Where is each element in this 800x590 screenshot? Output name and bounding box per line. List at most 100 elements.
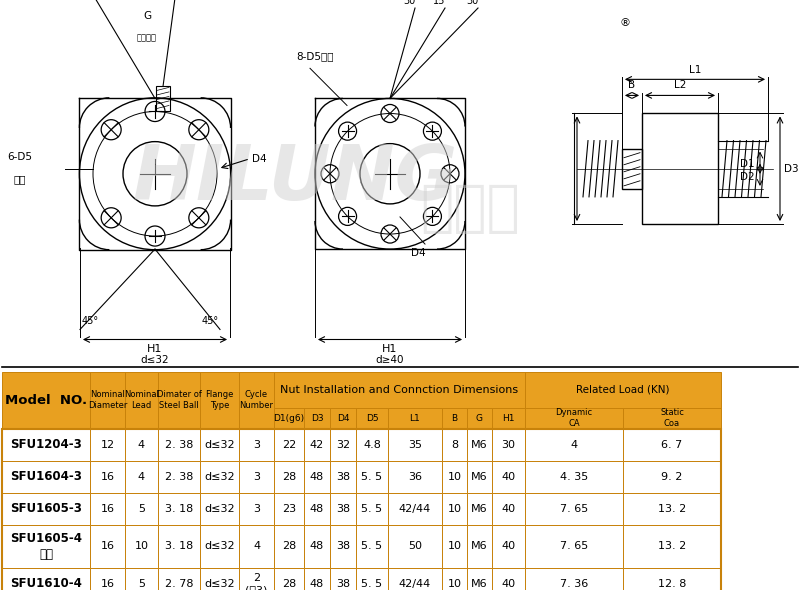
- Bar: [90, 525, 125, 568]
- Text: 4: 4: [253, 542, 260, 552]
- Bar: [525, 568, 623, 590]
- Text: 4: 4: [570, 440, 578, 450]
- Bar: [125, 568, 158, 590]
- Bar: [239, 372, 274, 429]
- Bar: [90, 493, 125, 525]
- Text: d≤32: d≤32: [204, 542, 235, 552]
- Text: SFU1605-4
腐型: SFU1605-4 腐型: [10, 532, 82, 561]
- Text: 40: 40: [502, 504, 515, 514]
- Bar: [304, 568, 330, 590]
- Text: H1: H1: [147, 343, 162, 353]
- Bar: [525, 429, 623, 461]
- Text: G: G: [476, 414, 483, 423]
- Bar: [200, 461, 239, 493]
- Bar: [442, 461, 467, 493]
- Text: 7. 65: 7. 65: [560, 542, 588, 552]
- Bar: [125, 525, 158, 568]
- Text: HILUNG: HILUNG: [132, 142, 458, 216]
- Bar: [492, 568, 525, 590]
- Text: d≤32: d≤32: [204, 472, 235, 482]
- Bar: [125, 461, 158, 493]
- Bar: [442, 429, 467, 461]
- Text: 16: 16: [101, 472, 114, 482]
- Bar: [158, 372, 200, 429]
- Text: 23: 23: [282, 504, 296, 514]
- Bar: [388, 493, 442, 525]
- Bar: [239, 429, 274, 461]
- Bar: [274, 568, 304, 590]
- Text: L1: L1: [689, 65, 701, 76]
- Text: 6-D5: 6-D5: [7, 152, 33, 162]
- Bar: [623, 568, 721, 590]
- Bar: [2, 461, 90, 493]
- Bar: [388, 525, 442, 568]
- Text: d≤32: d≤32: [204, 504, 235, 514]
- Bar: [388, 461, 442, 493]
- Text: 10: 10: [134, 542, 149, 552]
- Text: 16: 16: [101, 579, 114, 589]
- Text: 2
(或3): 2 (或3): [246, 573, 268, 590]
- Bar: [125, 493, 158, 525]
- Text: 35: 35: [408, 440, 422, 450]
- Text: H1: H1: [382, 343, 398, 353]
- Text: D4: D4: [410, 248, 426, 258]
- Text: 8-D5通孔: 8-D5通孔: [296, 51, 334, 61]
- Text: 36: 36: [408, 472, 422, 482]
- Text: 42/44: 42/44: [399, 504, 431, 514]
- Text: 4: 4: [138, 472, 145, 482]
- Text: 5. 5: 5. 5: [362, 542, 382, 552]
- Text: 5: 5: [138, 579, 145, 589]
- Bar: [200, 372, 239, 429]
- Text: 38: 38: [336, 579, 350, 589]
- Text: 13. 2: 13. 2: [658, 504, 686, 514]
- Bar: [356, 408, 388, 429]
- Bar: [2, 525, 90, 568]
- Text: 38: 38: [336, 504, 350, 514]
- Text: 9. 2: 9. 2: [662, 472, 682, 482]
- Text: 28: 28: [282, 472, 296, 482]
- Bar: [356, 568, 388, 590]
- Bar: [525, 461, 623, 493]
- Bar: [2, 429, 90, 461]
- Text: 13. 2: 13. 2: [658, 542, 686, 552]
- Bar: [356, 429, 388, 461]
- Text: 38: 38: [336, 542, 350, 552]
- Bar: [90, 372, 125, 429]
- Bar: [158, 429, 200, 461]
- Text: D3: D3: [310, 414, 323, 423]
- Bar: [125, 372, 158, 429]
- Text: M6: M6: [471, 579, 488, 589]
- Text: 48: 48: [310, 542, 324, 552]
- Text: 12: 12: [101, 440, 114, 450]
- Bar: [467, 493, 492, 525]
- Bar: [330, 525, 356, 568]
- Text: d≥40: d≥40: [376, 355, 404, 365]
- Bar: [525, 525, 623, 568]
- Text: M6: M6: [471, 440, 488, 450]
- Bar: [623, 493, 721, 525]
- Text: B: B: [629, 80, 635, 90]
- Bar: [125, 429, 158, 461]
- Text: 3: 3: [253, 504, 260, 514]
- Bar: [90, 429, 125, 461]
- Bar: [492, 461, 525, 493]
- Bar: [622, 149, 642, 189]
- Text: 5: 5: [138, 504, 145, 514]
- Bar: [2, 429, 721, 590]
- Text: 38: 38: [336, 472, 350, 482]
- Text: D2: D2: [740, 172, 754, 182]
- Text: SFU1204-3: SFU1204-3: [10, 438, 82, 451]
- Text: 3. 18: 3. 18: [165, 504, 193, 514]
- Text: d≤32: d≤32: [204, 440, 235, 450]
- Text: Dimater of
Steel Ball: Dimater of Steel Ball: [157, 390, 202, 410]
- Text: G: G: [143, 11, 151, 21]
- Bar: [623, 429, 721, 461]
- Bar: [442, 568, 467, 590]
- Bar: [2, 568, 90, 590]
- Text: 22: 22: [282, 440, 296, 450]
- Text: SFU1610-4: SFU1610-4: [10, 578, 82, 590]
- Text: 40: 40: [502, 472, 515, 482]
- Text: M6: M6: [471, 472, 488, 482]
- Text: 3: 3: [253, 472, 260, 482]
- Text: 40: 40: [502, 542, 515, 552]
